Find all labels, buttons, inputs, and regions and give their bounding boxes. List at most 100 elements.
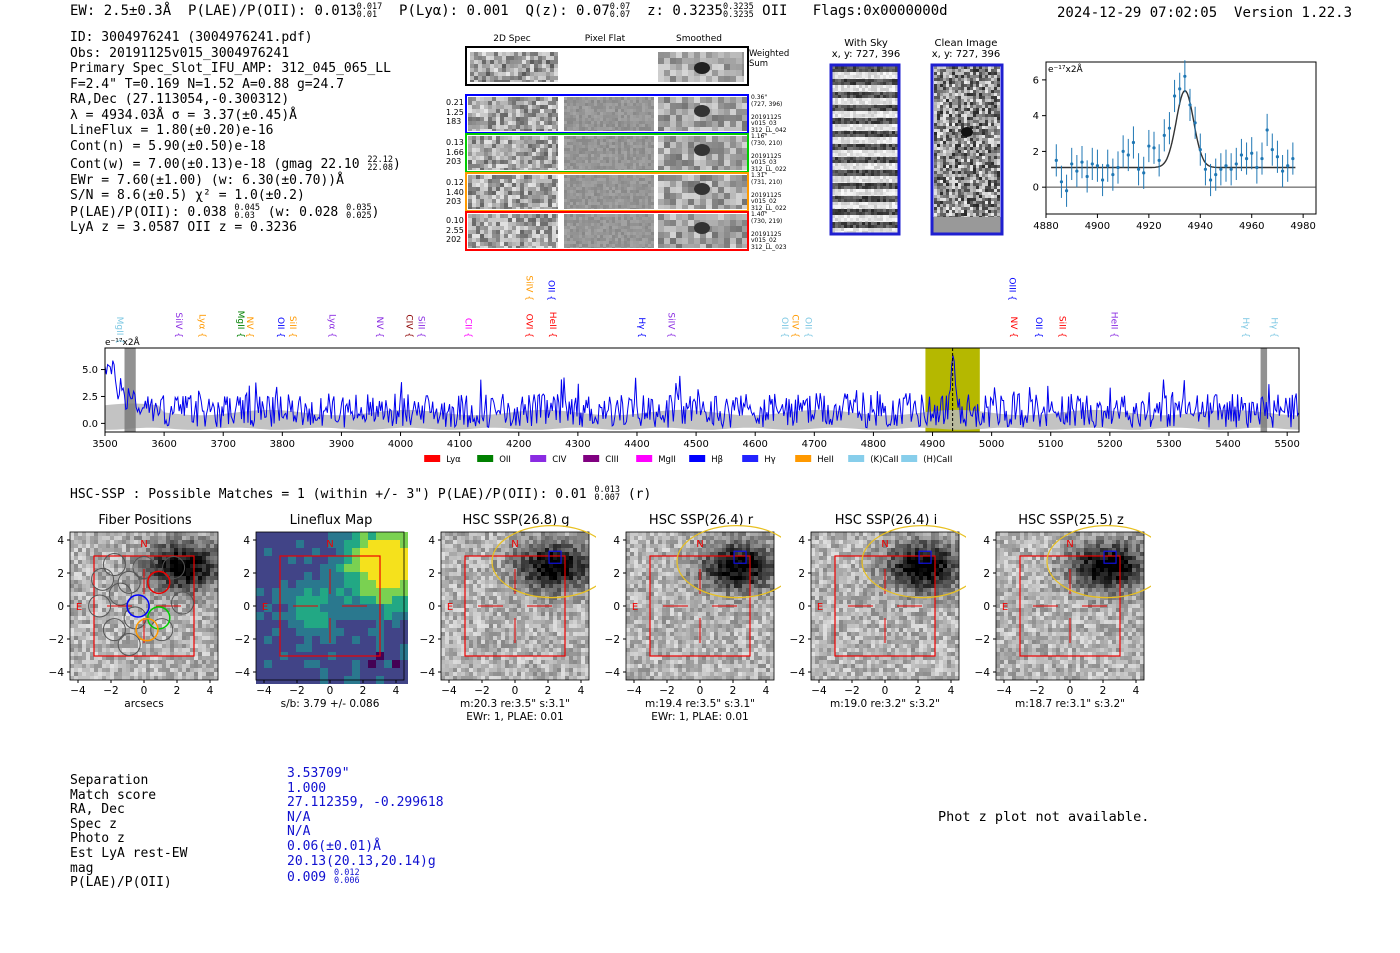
source-ellipse xyxy=(676,525,781,599)
panel-ytick-label: 0 xyxy=(613,601,620,613)
spectral-line-label: SiIV { xyxy=(523,276,533,301)
spec2d-image xyxy=(468,136,558,170)
panel-ytick-label: −2 xyxy=(605,634,620,646)
match-value: 3.53709" xyxy=(287,766,350,781)
zoom-data-point xyxy=(1270,148,1274,152)
panel-image: N E 4 2 0 −2 −4 −4 −2 0 2 4 m:19.0 re:3.2" s:3.2" xyxy=(790,525,966,710)
spectral-line-label: SiIV { xyxy=(665,312,675,338)
spec-xtick-label: 4000 xyxy=(388,439,413,450)
spec-xtick-label: 3800 xyxy=(270,439,295,450)
match-label: RA, Dec xyxy=(70,802,125,818)
spectral-line-label: Hγ { xyxy=(1268,317,1278,338)
panel-ytick-label: 2 xyxy=(57,568,64,580)
legend-swatch xyxy=(477,455,494,462)
sky-cutout xyxy=(811,532,959,680)
smoothed-image xyxy=(658,136,748,170)
zoom-xtick-label: 4920 xyxy=(1136,221,1161,232)
legend-label: OII xyxy=(499,455,511,465)
panel-xlabel: arcsecs xyxy=(124,698,163,710)
spec2d-image xyxy=(468,214,558,248)
panel-ytick-label: 4 xyxy=(243,535,250,547)
info-line: Obs: 20191125v015_3004976241 xyxy=(70,45,290,61)
col-title: Pixel Flat xyxy=(584,34,626,44)
panel-ytick-label: −4 xyxy=(235,667,251,679)
zoom-data-point xyxy=(1162,133,1166,137)
header-bar: EW: 2.5±0.3Å P(LAE)/P(OII): 0.0130.017 0.… xyxy=(70,2,948,20)
info-ewr: EWr = 7.60(±1.00) (w: 6.30(±0.70))Å xyxy=(70,172,344,188)
match-value: N/A xyxy=(287,824,311,840)
spectral-line-label: NV { xyxy=(244,317,254,338)
zoom-chart: 4880 4900 4920 4940 4960 4980 0 2 4 6 e⁻¹⁷x2Å xyxy=(1033,60,1317,232)
legend-swatch xyxy=(530,455,547,462)
clean-source-blob xyxy=(961,127,973,137)
masked-region xyxy=(1260,348,1268,432)
spec-xtick-label: 3600 xyxy=(151,439,176,450)
hsc-summary-hi: 0.013 xyxy=(594,485,620,495)
header-z-line: OII xyxy=(762,3,788,19)
spectral-line-label: CIV { xyxy=(404,314,414,338)
row-right-label: 1.16" (730, 210) 20191125 v015_03 312_LL… xyxy=(751,133,787,173)
spectral-line-label: MgII { xyxy=(114,317,124,344)
compass-n: N xyxy=(881,539,888,550)
header-plae: P(LAE)/P(OII): 0.013 xyxy=(188,3,357,19)
zoom-xtick-label: 4940 xyxy=(1188,221,1213,232)
zoom-data-point xyxy=(1059,180,1064,184)
spectral-line-label: OII { xyxy=(802,317,812,338)
zoom-data-point xyxy=(1239,153,1244,157)
panel-title: HSC SSP(26.4) i xyxy=(834,513,938,528)
aperture-box xyxy=(464,555,566,657)
panel-xlabel: m:18.7 re:3.1" s:3.2" xyxy=(1015,698,1125,710)
clean-image-frame xyxy=(930,63,1004,236)
pixel-flat-image xyxy=(564,136,654,170)
panel-ytick-label: 4 xyxy=(613,535,620,547)
weighted-smoothed-image xyxy=(658,52,744,82)
row-right-label: 1.31" (731, 210) 20191125 v015_02 312_LL… xyxy=(751,172,787,212)
zoom-data-point xyxy=(1136,167,1141,171)
zoom-data-point xyxy=(1203,167,1208,171)
spec2d-image xyxy=(468,97,558,131)
panel-ytick-label: −2 xyxy=(235,634,250,646)
panel-xtick-label: 2 xyxy=(730,685,737,697)
spectral-line-label: NV { xyxy=(374,317,384,338)
spectral-line-label: SiII { xyxy=(287,316,297,338)
header-qz-lo: 0.07 xyxy=(609,10,631,20)
smoothed-source-blob xyxy=(694,144,710,156)
header-flags: Flags:0x0000000d xyxy=(812,3,948,19)
compass-e: E xyxy=(447,602,453,613)
spec-xtick-label: 5400 xyxy=(1215,439,1240,450)
col-title: 2D Spec xyxy=(493,34,531,44)
row-left-label: 0.12 1.40 203 xyxy=(446,178,464,206)
info-plae-hi: 0.045 xyxy=(234,202,260,213)
compass-e: E xyxy=(632,602,638,613)
spec-xtick-label: 5300 xyxy=(1156,439,1181,450)
match-label: Est LyA rest-EW xyxy=(70,845,188,861)
fiber-circle xyxy=(102,618,126,642)
fiber-circle xyxy=(108,582,132,606)
zoom-data-point xyxy=(1167,126,1172,130)
panel-caption: EWr: 1, PLAE: 0.01 xyxy=(651,711,748,723)
zoom-data-point xyxy=(1054,158,1058,162)
spectral-line-label: HeII { xyxy=(547,312,557,338)
panel-xtick-label: 0 xyxy=(697,685,704,697)
panel-xtick-label: 2 xyxy=(545,685,552,697)
spec-unit-label: e⁻¹⁷x2Å xyxy=(105,336,141,348)
sky-cutout xyxy=(70,532,218,680)
zoom-data-point xyxy=(1183,74,1187,78)
weighted-2d-image xyxy=(470,52,558,82)
aperture-box xyxy=(279,555,381,657)
clean-image-header: Clean Image x, y: 727, 396 xyxy=(926,38,1006,60)
compass-e: E xyxy=(262,602,268,613)
sky-cutout xyxy=(441,532,589,680)
spec-xtick-label: 5500 xyxy=(1274,439,1299,450)
masked-region xyxy=(124,348,136,432)
header-plae-hi: 0.017 xyxy=(356,2,383,12)
col-title: Smoothed xyxy=(676,34,722,44)
panel-xtick-label: 2 xyxy=(174,685,181,697)
info-plae: P(LAE)/P(OII): 0.038 0.045 0.03 (w: 0.028… xyxy=(70,202,380,221)
info-line: λ = 4934.03Å σ = 3.37(±0.45)Å xyxy=(70,107,297,123)
match-label: Separation xyxy=(70,773,149,788)
panel-ytick-label: 0 xyxy=(798,601,805,613)
spec-ytick-label: 2.5 xyxy=(82,392,98,403)
sky-cutout xyxy=(626,532,774,680)
spectrum-line xyxy=(104,355,1300,430)
